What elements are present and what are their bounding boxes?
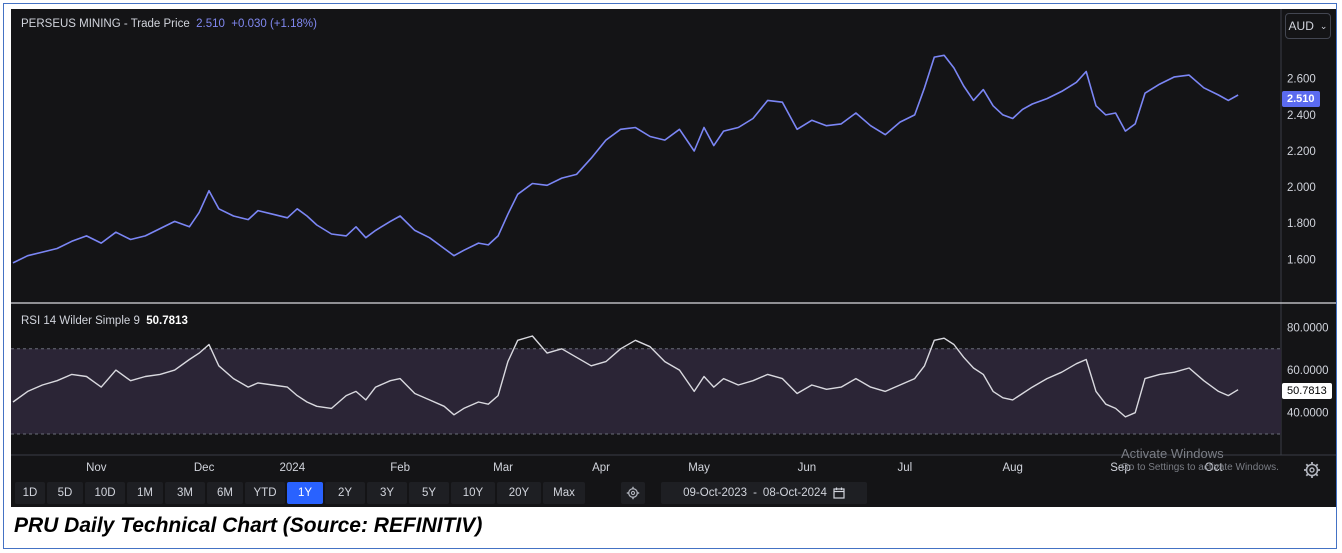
rsi-tick-label: 80.0000 xyxy=(1287,323,1329,335)
price-tick-label: 2.200 xyxy=(1287,146,1316,158)
range-button-6m[interactable]: 6M xyxy=(207,482,243,504)
rsi-label: RSI 14 Wilder Simple 9 xyxy=(21,315,140,327)
price-tick-label: 1.600 xyxy=(1287,254,1316,266)
rsi-legend: RSI 14 Wilder Simple 9 50.7813 xyxy=(21,315,188,327)
time-tick-label: Aug xyxy=(1002,462,1022,474)
price-series-line xyxy=(12,54,1239,264)
time-tick-label: 2024 xyxy=(280,462,306,474)
range-settings-button[interactable] xyxy=(621,482,645,504)
instrument-name: PERSEUS MINING xyxy=(21,18,121,30)
price-change: +0.030 (+1.18%) xyxy=(231,18,317,30)
time-tick-label: Nov xyxy=(86,462,107,474)
range-button-max[interactable]: Max xyxy=(543,482,585,504)
price-tick-label: 2.600 xyxy=(1287,74,1316,86)
legend-separator: - xyxy=(120,18,131,30)
rsi-series-line xyxy=(12,335,1239,418)
price-tick-label: 2.400 xyxy=(1287,110,1316,122)
calendar-icon xyxy=(833,487,845,499)
rsi-tag: 50.7813 xyxy=(1282,383,1332,399)
price-tick-label: 1.800 xyxy=(1287,218,1316,230)
gear-icon xyxy=(626,486,640,500)
activate-windows-watermark: Activate Windows Go to Settings to activ… xyxy=(1121,446,1279,473)
watermark-line2: Go to Settings to activate Windows. xyxy=(1121,462,1279,473)
range-button-5d[interactable]: 5D xyxy=(47,482,83,504)
current-price: 2.510 xyxy=(196,18,225,30)
figure-frame: 1.600 1.800 2.000 2.200 2.400 2.600 40.0000 60.… xyxy=(3,3,1337,549)
watermark-line1: Activate Windows xyxy=(1121,446,1224,461)
rsi-tick-label: 60.0000 xyxy=(1287,365,1329,377)
rsi-tick-label: 40.0000 xyxy=(1287,408,1329,420)
rsi-value: 50.7813 xyxy=(146,315,188,327)
range-button-20y[interactable]: 20Y xyxy=(497,482,541,504)
range-button-5y[interactable]: 5Y xyxy=(409,482,449,504)
currency-label: AUD xyxy=(1288,19,1314,33)
range-button-10y[interactable]: 10Y xyxy=(451,482,495,504)
time-tick-label: Jul xyxy=(898,462,913,474)
price-tick-label: 2.000 xyxy=(1287,182,1316,194)
range-button-1d[interactable]: 1D xyxy=(15,482,45,504)
price-label: Trade Price xyxy=(130,18,190,30)
time-tick-label: Mar xyxy=(493,462,513,474)
range-button-2y[interactable]: 2Y xyxy=(325,482,365,504)
time-tick-label: May xyxy=(688,462,710,474)
time-tick-label: Oct xyxy=(1205,462,1224,474)
range-button-1y[interactable]: 1Y xyxy=(287,482,323,504)
price-legend: PERSEUS MINING - Trade Price 2.510 +0.03… xyxy=(21,18,317,30)
chart-area: 1.600 1.800 2.000 2.200 2.400 2.600 40.0000 60.… xyxy=(11,9,1336,507)
chevron-down-icon: ⌄ xyxy=(1319,20,1328,31)
date-separator: - xyxy=(753,487,757,499)
range-button-3m[interactable]: 3M xyxy=(165,482,205,504)
price-tag: 2.510 xyxy=(1282,91,1320,107)
time-tick-label: Dec xyxy=(194,462,215,474)
currency-selector[interactable]: AUD ⌄ xyxy=(1285,13,1331,39)
date-end: 08-Oct-2024 xyxy=(762,487,827,499)
time-tick-label: Jun xyxy=(798,462,817,474)
rsi-band xyxy=(11,348,1281,434)
figure-caption: PRU Daily Technical Chart (Source: REFIN… xyxy=(14,514,483,537)
chart-svg: 1.600 1.800 2.000 2.200 2.400 2.600 40.0000 60.… xyxy=(11,9,1336,474)
date-start: 09-Oct-2023 xyxy=(683,487,748,499)
range-button-3y[interactable]: 3Y xyxy=(367,482,407,504)
time-tick-label: Apr xyxy=(592,462,610,474)
range-button-ytd[interactable]: YTD xyxy=(245,482,285,504)
gear-icon[interactable] xyxy=(1303,461,1321,479)
range-toolbar: 1D 5D 10D 1M 3M 6M YTD 1Y 2Y 3Y 5Y 10Y 20Y Max 09-Oct… xyxy=(11,482,1336,508)
date-range-picker[interactable]: 09-Oct-2023 - 08-Oct-2024 xyxy=(661,482,867,504)
time-tick-label: Sep xyxy=(1110,462,1130,474)
time-tick-label: Feb xyxy=(390,462,410,474)
range-button-10d[interactable]: 10D xyxy=(85,482,125,504)
range-button-1m[interactable]: 1M xyxy=(127,482,163,504)
